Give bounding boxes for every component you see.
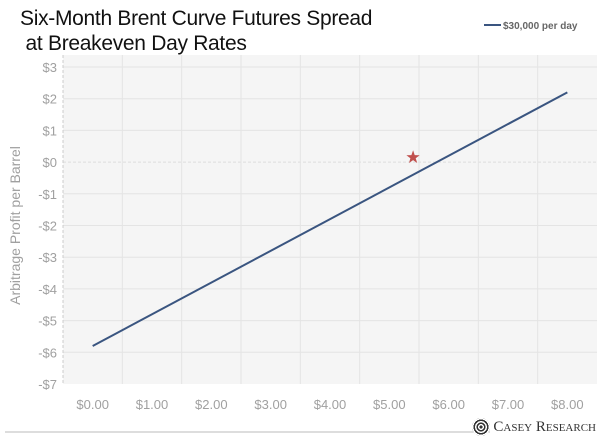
x-tick-label: $4.00 [314, 397, 347, 412]
x-tick-label: $8.00 [551, 397, 584, 412]
y-tick-label: $1 [43, 123, 57, 138]
y-tick-label: -$7 [38, 377, 57, 392]
series-line [92, 91, 568, 347]
x-tick-label: $7.00 [492, 397, 525, 412]
x-tick-label: $0.00 [76, 397, 109, 412]
y-tick-label: $0 [43, 155, 57, 170]
x-tick-label: $2.00 [195, 397, 228, 412]
x-tick-label: $3.00 [254, 397, 287, 412]
star-marker [406, 150, 420, 163]
y-tick-label: $2 [43, 92, 57, 107]
y-tick-label: -$5 [38, 314, 57, 329]
x-tick-label: $1.00 [136, 397, 169, 412]
x-tick-label: $5.00 [373, 397, 406, 412]
y-tick-label: -$1 [38, 187, 57, 202]
y-tick-label: -$4 [38, 282, 57, 297]
y-tick-label: -$3 [38, 250, 57, 265]
x-tick-label: $6.00 [432, 397, 465, 412]
chart-title: Six-Month Brent Curve Futures Spread at … [20, 7, 373, 55]
logo-text: Casey Research [493, 418, 596, 435]
y-tick-label: -$6 [38, 345, 57, 360]
y-tick-label: $3 [43, 60, 57, 75]
casey-research-logo: Casey Research [472, 418, 596, 436]
y-axis-label: Arbitrage Profit per Barrel [7, 146, 23, 305]
y-tick-label: -$2 [38, 219, 57, 234]
legend-label: $30,000 per day [503, 21, 578, 32]
logo-icon [472, 418, 491, 436]
